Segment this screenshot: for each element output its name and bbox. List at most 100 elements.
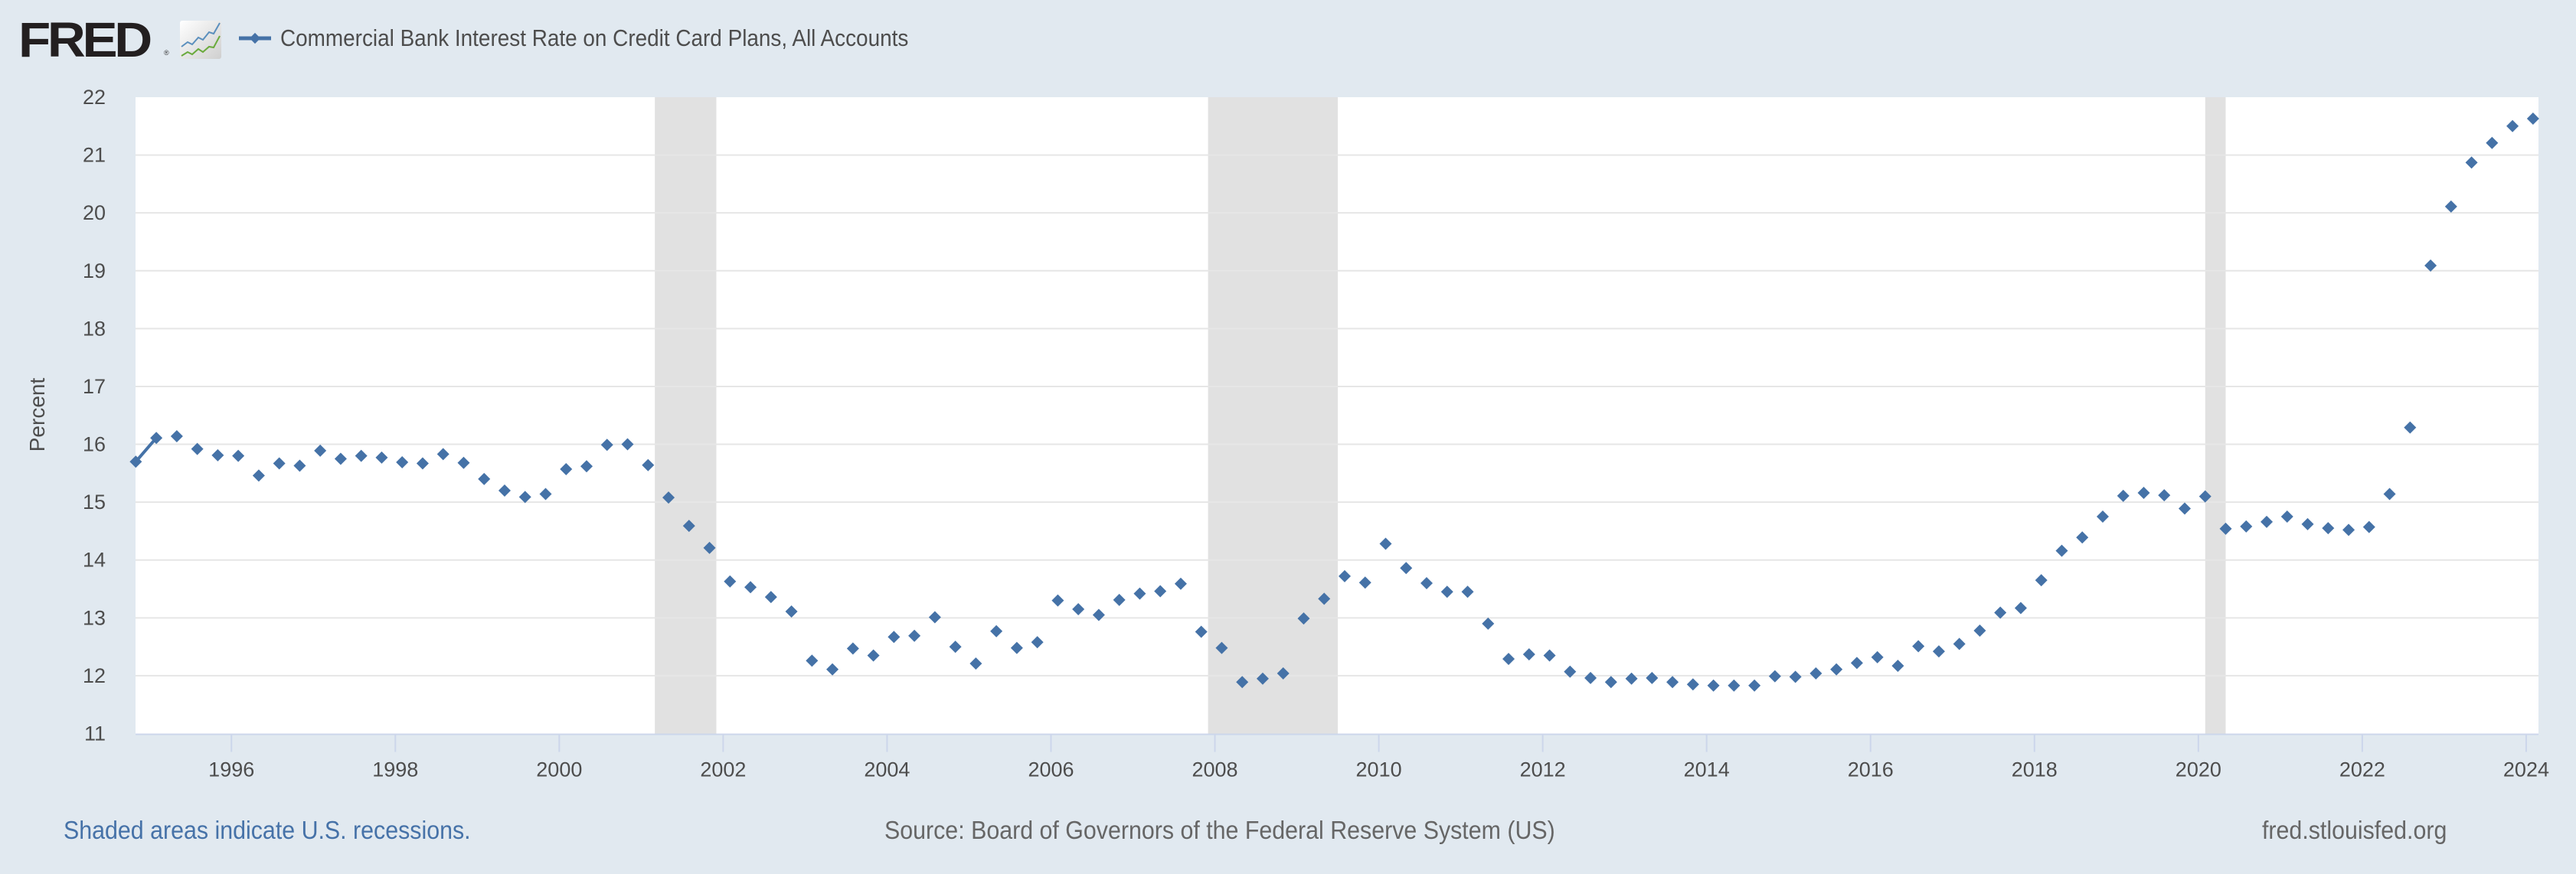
y-tick-label: 15 (83, 491, 106, 514)
data-point (232, 449, 245, 462)
series-points (129, 112, 2539, 692)
data-point (1236, 676, 1249, 689)
data-point (1973, 624, 1986, 637)
data-point (1666, 676, 1679, 689)
data-point (1031, 636, 1044, 649)
data-point (703, 541, 716, 554)
recession-note: Shaded areas indicate U.S. recessions. (64, 816, 471, 844)
data-point (1256, 672, 1269, 685)
data-point (2096, 510, 2109, 523)
data-point (1522, 647, 1535, 660)
data-point (1768, 670, 1781, 683)
data-point (293, 459, 306, 472)
data-point (2486, 136, 2499, 149)
data-point (2301, 517, 2314, 530)
data-point (1564, 665, 1577, 678)
data-point (1092, 608, 1105, 621)
data-point (211, 448, 224, 461)
x-tick-label: 1998 (372, 758, 418, 781)
fred-graph-icon (180, 21, 221, 59)
series-line-segment (134, 436, 158, 463)
data-point (1133, 587, 1146, 600)
data-point (2444, 200, 2457, 213)
y-tick-label: 11 (84, 722, 106, 745)
data-point (2035, 574, 2048, 587)
data-point (1604, 676, 1617, 689)
x-tick-label: 2018 (2012, 758, 2058, 781)
x-tick-label: 2012 (1520, 758, 1566, 781)
data-point (334, 452, 347, 465)
data-point (1707, 679, 1720, 692)
data-point (621, 438, 634, 451)
data-point (1891, 660, 1904, 673)
x-tick-label: 2014 (1684, 758, 1730, 781)
data-point (150, 432, 163, 445)
data-point (764, 591, 777, 604)
data-point (1502, 652, 1515, 665)
data-point (457, 456, 470, 469)
data-point (2014, 602, 2027, 615)
source-note: Source: Board of Governors of the Federa… (884, 816, 1555, 844)
data-point (2362, 520, 2375, 533)
y-tick-label: 16 (83, 433, 106, 456)
x-tick-label: 2010 (1356, 758, 1402, 781)
x-tick-label: 2004 (864, 758, 910, 781)
data-point (355, 449, 368, 462)
data-point (2219, 522, 2232, 535)
y-axis-ticks: 11 12 13 14 15 16 17 18 19 20 21 22 (83, 86, 106, 745)
data-point (2137, 487, 2150, 500)
data-point (888, 631, 901, 644)
data-point (191, 442, 204, 455)
data-point (1850, 657, 1863, 670)
data-point (2076, 531, 2089, 544)
data-point (785, 605, 798, 618)
data-point (662, 491, 675, 504)
data-point (990, 625, 1003, 638)
registered-mark: ® (164, 49, 169, 57)
data-point (2055, 544, 2068, 557)
data-point (908, 629, 921, 642)
data-point (1051, 594, 1064, 607)
y-tick-label: 13 (83, 606, 106, 629)
site-link[interactable]: fred.stlouisfed.org (2262, 816, 2447, 844)
data-point (1809, 667, 1822, 680)
data-point (1174, 577, 1187, 590)
data-point (129, 455, 142, 468)
data-point (1830, 663, 1843, 676)
data-point (580, 460, 593, 473)
data-point (2158, 489, 2171, 502)
y-tick-label: 20 (83, 201, 106, 224)
data-point (2280, 510, 2293, 523)
data-point (1728, 679, 1741, 692)
recession-band (1208, 97, 1339, 734)
data-point (744, 581, 757, 594)
data-point (2240, 520, 2253, 533)
x-tick-label: 2008 (1192, 758, 1237, 781)
data-point (1953, 638, 1966, 651)
x-tick-label: 2002 (700, 758, 746, 781)
data-point (375, 451, 388, 464)
x-tick-label: 1996 (208, 758, 254, 781)
y-tick-label: 12 (83, 664, 106, 687)
y-axis-title: Percent (25, 378, 49, 452)
data-point (1646, 671, 1659, 684)
y-tick-label: 14 (83, 549, 106, 572)
x-tick-label: 2006 (1028, 758, 1074, 781)
data-point (2261, 515, 2274, 528)
legend-series-label[interactable]: Commercial Bank Interest Rate on Credit … (280, 24, 909, 51)
data-point (1072, 602, 1085, 615)
data-point (1912, 640, 1925, 653)
x-axis: 1996 1998 2000 2002 2004 2006 2008 2010 2012 2014… (136, 733, 2549, 781)
data-point (2179, 502, 2192, 515)
data-point (1789, 670, 1802, 683)
data-point (1154, 585, 1167, 598)
data-point (436, 448, 449, 461)
data-point (1686, 678, 1699, 691)
data-point (1215, 641, 1228, 654)
data-point (928, 611, 941, 624)
data-point (724, 575, 737, 588)
x-tick-label: 2022 (2339, 758, 2385, 781)
data-point (1338, 569, 1351, 582)
data-point (2465, 156, 2478, 169)
fred-logo[interactable]: FRED (18, 12, 152, 67)
